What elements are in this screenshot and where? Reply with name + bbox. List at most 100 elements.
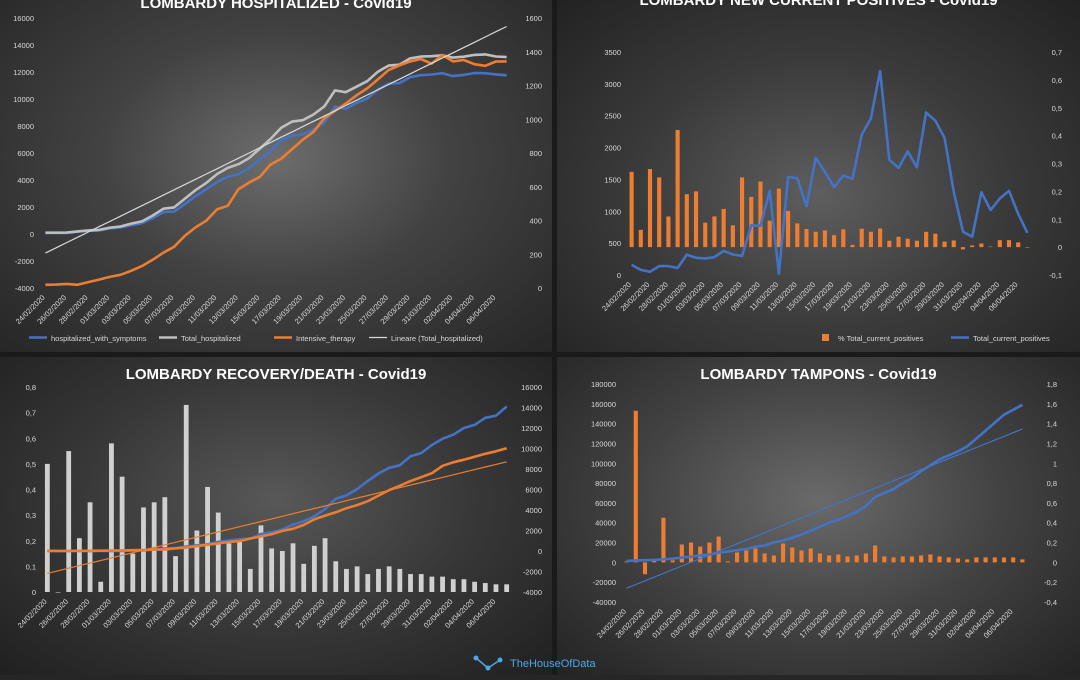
y-left-tick-label: 0,7 <box>26 409 36 418</box>
y-left-tick-label: 80000 <box>595 479 616 488</box>
y-left-tick-label: 10000 <box>13 95 34 104</box>
series-line <box>47 447 508 553</box>
bar <box>753 548 758 563</box>
bar <box>418 574 424 592</box>
bar <box>194 530 200 592</box>
y-left-tick-label: 160000 <box>591 400 616 409</box>
legend-label: Total_hospitalized <box>181 334 241 343</box>
bar <box>237 540 243 592</box>
legend-item: hospitalized_with_symptoms <box>29 334 147 343</box>
y-right-tick-label: -0,2 <box>1044 578 1057 587</box>
bar <box>450 579 456 592</box>
y-left-tick-label: 2000 <box>604 144 621 153</box>
bar <box>744 550 749 563</box>
y-right-tick-label: -4000 <box>523 588 542 597</box>
bar <box>247 568 253 592</box>
y-right-tick-label: -0,1 <box>1049 271 1062 280</box>
y-left-tick-label: 0 <box>612 558 616 567</box>
y-left-tick-label: 4000 <box>17 176 34 185</box>
series-line <box>45 53 507 287</box>
y-left-tick-label: 16000 <box>13 14 34 23</box>
bar <box>878 228 883 248</box>
bar <box>344 568 349 592</box>
new-current-positives-chart-panel: LOMBARDY NEW CURRENT POSITIVES - Covid19… <box>557 0 1080 352</box>
bar <box>647 169 653 248</box>
bar <box>44 463 50 592</box>
bar <box>891 557 896 563</box>
y-right-tick-label: 800 <box>529 149 542 158</box>
y-right-tick-label: 8000 <box>525 465 542 474</box>
bar <box>716 536 721 563</box>
y-left-tick-label: 8000 <box>17 122 34 131</box>
bar <box>970 245 975 248</box>
y-right-tick-label: 0 <box>538 284 542 293</box>
bar <box>66 451 72 592</box>
y-right-tick-label: 4000 <box>525 506 542 515</box>
bar <box>472 581 478 592</box>
y-right-tick-label: 200 <box>529 250 542 259</box>
bar <box>629 171 634 248</box>
bar <box>992 557 997 563</box>
y-right-tick-label: 1000 <box>525 115 542 124</box>
y-left-tick-label: 0,6 <box>26 434 36 443</box>
bar <box>790 547 795 563</box>
trend-line <box>47 461 507 574</box>
bar <box>817 553 822 563</box>
bar <box>919 555 924 563</box>
y-right-tick-label: 0,4 <box>1047 519 1057 528</box>
y-right-tick-label: 1,2 <box>1047 439 1057 448</box>
bar <box>226 543 232 592</box>
y-left-tick-label: 2000 <box>17 203 34 212</box>
bar <box>909 556 915 563</box>
bar <box>661 517 666 563</box>
y-right-tick-label: 1200 <box>525 82 542 91</box>
bar <box>633 410 638 563</box>
bar <box>55 592 61 593</box>
legend-item: % Total_current_positives <box>822 334 924 343</box>
bar <box>638 229 643 248</box>
y-right-tick-label: 0,6 <box>1047 499 1057 508</box>
y-right-tick-label: 14000 <box>521 404 542 413</box>
y-right-tick-label: 0,4 <box>1052 132 1062 141</box>
y-right-tick-label: 0,3 <box>1052 160 1062 169</box>
bar <box>333 561 339 592</box>
logo-text: TheHouseOfData <box>510 658 596 670</box>
bar <box>813 231 818 248</box>
bar <box>493 584 499 592</box>
bar <box>955 558 961 563</box>
bar <box>873 545 878 563</box>
recovery-death-chart-panel: LOMBARDY RECOVERY/DEATH - Covid19 0 0,1 0,2… <box>0 357 552 675</box>
y-right-tick-label: -2000 <box>523 568 542 577</box>
bar <box>928 554 933 563</box>
chart-title: LOMBARDY TAMPONS - Covid19 <box>700 366 936 383</box>
bar <box>642 562 648 575</box>
y-right-tick-label: 0,6 <box>1052 76 1062 85</box>
bar <box>914 240 920 248</box>
bar <box>173 556 178 592</box>
bar <box>859 228 864 248</box>
bar <box>758 181 763 248</box>
bar <box>688 542 694 563</box>
y-left-tick-label: 0,8 <box>26 383 36 392</box>
y-right-tick-label: 600 <box>529 183 542 192</box>
bar <box>771 555 776 563</box>
bar <box>258 525 264 592</box>
y-left-tick-label: 60000 <box>595 499 616 508</box>
series-line <box>630 69 1029 276</box>
y-left-tick-label: -4000 <box>15 284 34 293</box>
y-left-tick-label: 20000 <box>595 539 616 548</box>
y-right-tick-label: 6000 <box>525 486 542 495</box>
bar <box>440 576 445 592</box>
bar <box>376 568 381 592</box>
bar <box>1025 247 1030 248</box>
legend-item: Total_current_positives <box>951 334 1050 343</box>
y-left-tick-label: 0 <box>617 271 621 280</box>
bar <box>397 568 403 592</box>
bar <box>988 246 993 248</box>
y-left-tick-label: 2500 <box>604 112 621 121</box>
bar <box>937 556 942 563</box>
y-right-tick-label: 1 <box>1053 459 1057 468</box>
bar <box>854 555 859 563</box>
y-right-tick-label: 0,5 <box>1052 104 1062 113</box>
bar <box>721 208 726 248</box>
